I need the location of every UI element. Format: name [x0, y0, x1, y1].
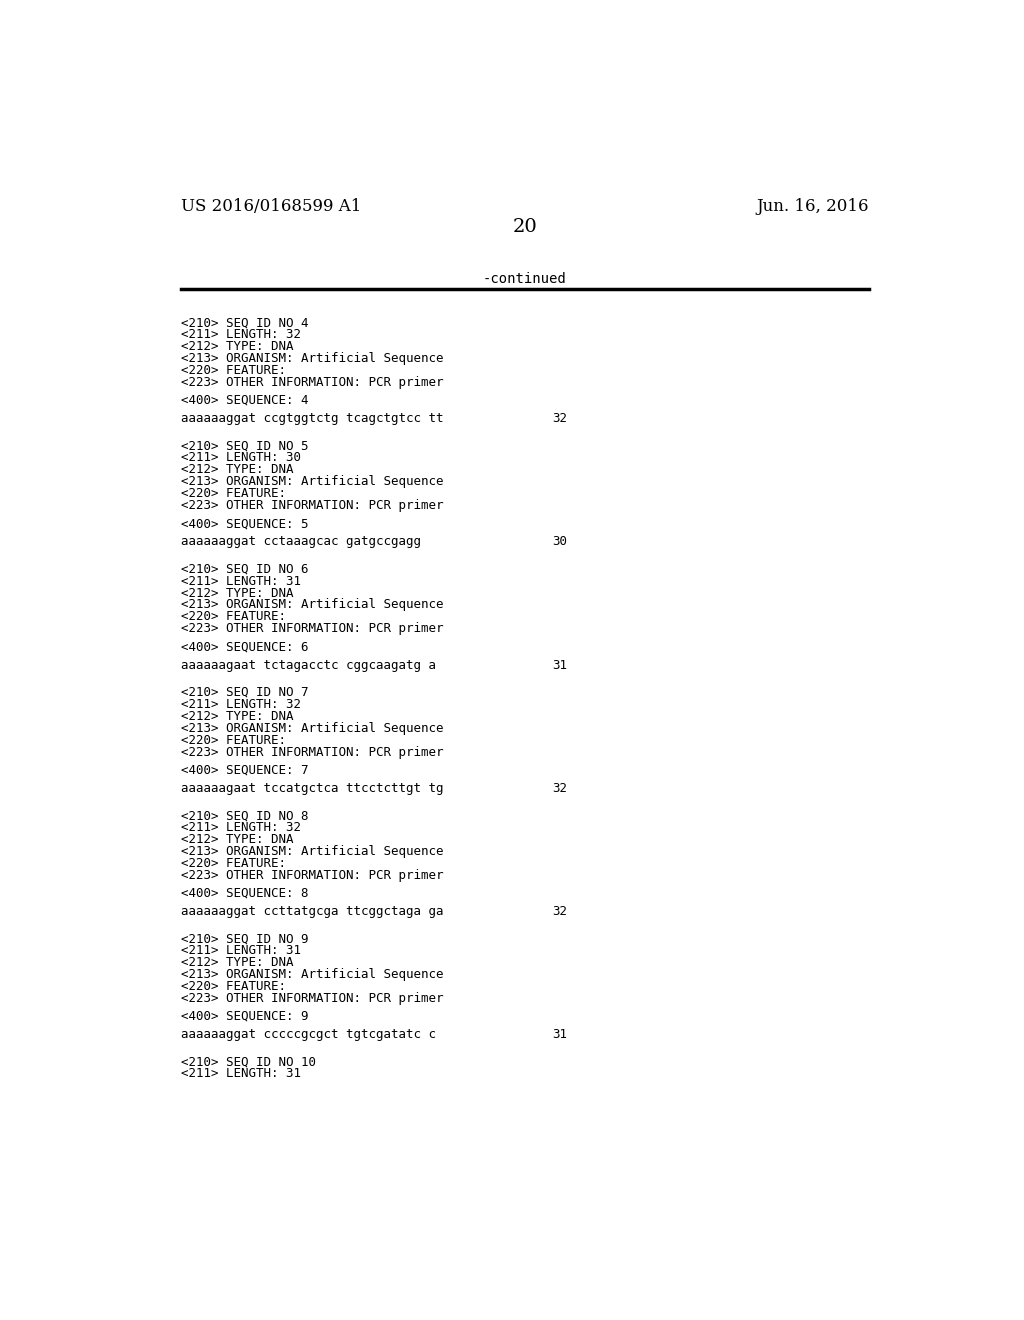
Text: <213> ORGANISM: Artificial Sequence: <213> ORGANISM: Artificial Sequence [180, 722, 443, 735]
Text: <223> OTHER INFORMATION: PCR primer: <223> OTHER INFORMATION: PCR primer [180, 991, 443, 1005]
Text: <212> TYPE: DNA: <212> TYPE: DNA [180, 586, 293, 599]
Text: <220> FEATURE:: <220> FEATURE: [180, 364, 286, 378]
Text: <213> ORGANISM: Artificial Sequence: <213> ORGANISM: Artificial Sequence [180, 598, 443, 611]
Text: <213> ORGANISM: Artificial Sequence: <213> ORGANISM: Artificial Sequence [180, 845, 443, 858]
Text: <212> TYPE: DNA: <212> TYPE: DNA [180, 341, 293, 354]
Text: <212> TYPE: DNA: <212> TYPE: DNA [180, 956, 293, 969]
Text: <223> OTHER INFORMATION: PCR primer: <223> OTHER INFORMATION: PCR primer [180, 869, 443, 882]
Text: <220> FEATURE:: <220> FEATURE: [180, 487, 286, 500]
Text: <223> OTHER INFORMATION: PCR primer: <223> OTHER INFORMATION: PCR primer [180, 376, 443, 389]
Text: <210> SEQ ID NO 10: <210> SEQ ID NO 10 [180, 1056, 315, 1068]
Text: <223> OTHER INFORMATION: PCR primer: <223> OTHER INFORMATION: PCR primer [180, 622, 443, 635]
Text: <400> SEQUENCE: 4: <400> SEQUENCE: 4 [180, 395, 308, 407]
Text: <211> LENGTH: 31: <211> LENGTH: 31 [180, 574, 301, 587]
Text: <211> LENGTH: 31: <211> LENGTH: 31 [180, 944, 301, 957]
Text: aaaaaaggat ccttatgcga ttcggctaga ga: aaaaaaggat ccttatgcga ttcggctaga ga [180, 906, 443, 917]
Text: <223> OTHER INFORMATION: PCR primer: <223> OTHER INFORMATION: PCR primer [180, 746, 443, 759]
Text: <212> TYPE: DNA: <212> TYPE: DNA [180, 710, 293, 723]
Text: aaaaaaggat ccgtggtctg tcagctgtcc tt: aaaaaaggat ccgtggtctg tcagctgtcc tt [180, 412, 443, 425]
Text: aaaaaaggat cccccgcgct tgtcgatatc c: aaaaaaggat cccccgcgct tgtcgatatc c [180, 1028, 435, 1041]
Text: <210> SEQ ID NO 9: <210> SEQ ID NO 9 [180, 932, 308, 945]
Text: <223> OTHER INFORMATION: PCR primer: <223> OTHER INFORMATION: PCR primer [180, 499, 443, 512]
Text: <211> LENGTH: 31: <211> LENGTH: 31 [180, 1068, 301, 1080]
Text: <220> FEATURE:: <220> FEATURE: [180, 857, 286, 870]
Text: <400> SEQUENCE: 9: <400> SEQUENCE: 9 [180, 1010, 308, 1023]
Text: <211> LENGTH: 30: <211> LENGTH: 30 [180, 451, 301, 465]
Text: <210> SEQ ID NO 6: <210> SEQ ID NO 6 [180, 562, 308, 576]
Text: US 2016/0168599 A1: US 2016/0168599 A1 [180, 198, 361, 215]
Text: <400> SEQUENCE: 5: <400> SEQUENCE: 5 [180, 517, 308, 531]
Text: 32: 32 [553, 906, 567, 917]
Text: 32: 32 [553, 412, 567, 425]
Text: <213> ORGANISM: Artificial Sequence: <213> ORGANISM: Artificial Sequence [180, 352, 443, 366]
Text: <210> SEQ ID NO 8: <210> SEQ ID NO 8 [180, 809, 308, 822]
Text: <212> TYPE: DNA: <212> TYPE: DNA [180, 833, 293, 846]
Text: 30: 30 [553, 536, 567, 548]
Text: <220> FEATURE:: <220> FEATURE: [180, 610, 286, 623]
Text: <211> LENGTH: 32: <211> LENGTH: 32 [180, 329, 301, 341]
Text: <210> SEQ ID NO 7: <210> SEQ ID NO 7 [180, 686, 308, 698]
Text: <220> FEATURE:: <220> FEATURE: [180, 734, 286, 747]
Text: <213> ORGANISM: Artificial Sequence: <213> ORGANISM: Artificial Sequence [180, 475, 443, 488]
Text: <220> FEATURE:: <220> FEATURE: [180, 979, 286, 993]
Text: 31: 31 [553, 659, 567, 672]
Text: -continued: -continued [483, 272, 566, 286]
Text: <210> SEQ ID NO 4: <210> SEQ ID NO 4 [180, 317, 308, 329]
Text: <212> TYPE: DNA: <212> TYPE: DNA [180, 463, 293, 477]
Text: aaaaaagaat tccatgctca ttcctcttgt tg: aaaaaagaat tccatgctca ttcctcttgt tg [180, 781, 443, 795]
Text: <400> SEQUENCE: 8: <400> SEQUENCE: 8 [180, 887, 308, 900]
Text: <210> SEQ ID NO 5: <210> SEQ ID NO 5 [180, 440, 308, 453]
Text: <211> LENGTH: 32: <211> LENGTH: 32 [180, 821, 301, 834]
Text: Jun. 16, 2016: Jun. 16, 2016 [757, 198, 869, 215]
Text: <400> SEQUENCE: 7: <400> SEQUENCE: 7 [180, 763, 308, 776]
Text: <400> SEQUENCE: 6: <400> SEQUENCE: 6 [180, 640, 308, 653]
Text: <211> LENGTH: 32: <211> LENGTH: 32 [180, 698, 301, 710]
Text: aaaaaagaat tctagacctc cggcaagatg a: aaaaaagaat tctagacctc cggcaagatg a [180, 659, 435, 672]
Text: aaaaaaggat cctaaagcac gatgccgagg: aaaaaaggat cctaaagcac gatgccgagg [180, 536, 421, 548]
Text: 31: 31 [553, 1028, 567, 1041]
Text: <213> ORGANISM: Artificial Sequence: <213> ORGANISM: Artificial Sequence [180, 968, 443, 981]
Text: 20: 20 [512, 218, 538, 236]
Text: 32: 32 [553, 781, 567, 795]
